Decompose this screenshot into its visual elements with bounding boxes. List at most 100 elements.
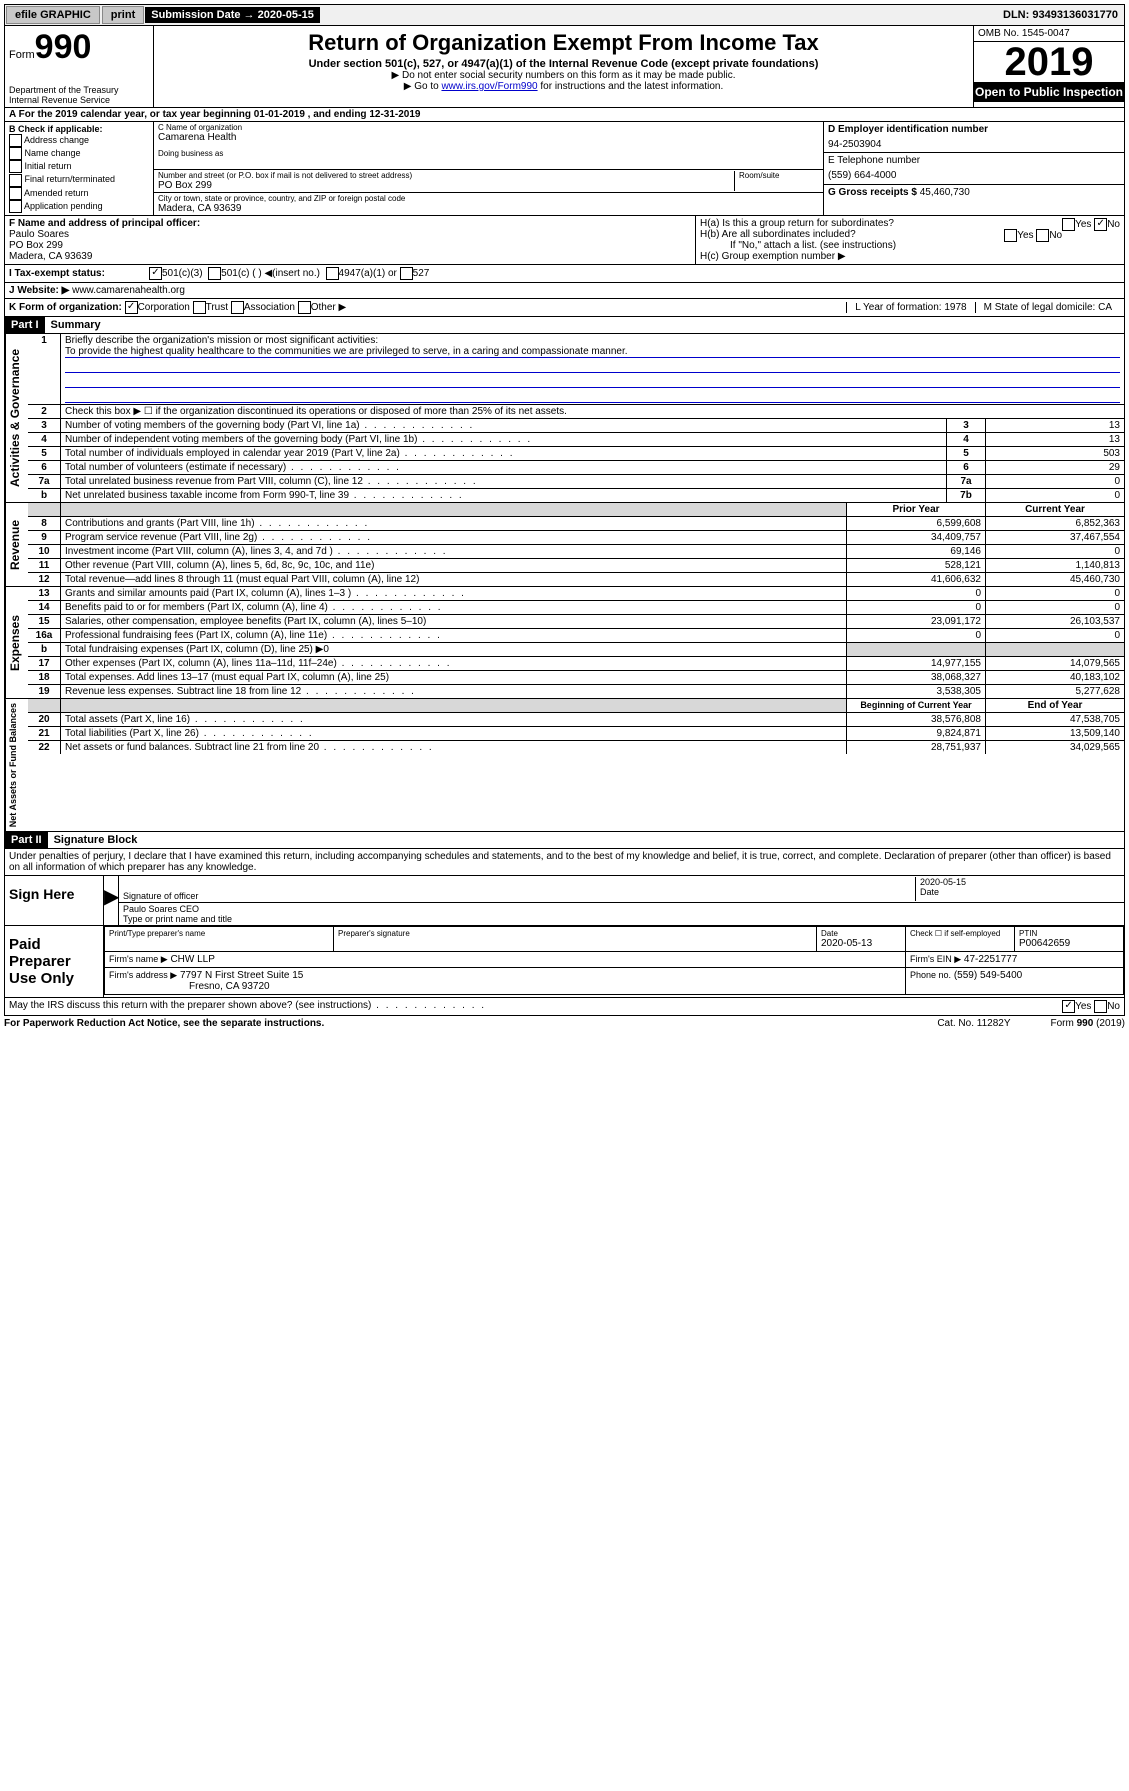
col-f-officer: F Name and address of principal officer:…: [5, 216, 695, 264]
mission-blank2: [65, 373, 1120, 388]
vert-net: Net Assets or Fund Balances: [5, 699, 28, 831]
chk-527[interactable]: [400, 267, 413, 280]
line13-text: Grants and similar amounts paid (Part IX…: [61, 587, 847, 601]
form-title: Return of Organization Exempt From Incom…: [160, 30, 967, 56]
row-j-website: J Website: ▶ www.camarenahealth.org: [4, 283, 1125, 299]
paperwork-text: For Paperwork Reduction Act Notice, see …: [4, 1018, 324, 1029]
line16a-text: Professional fundraising fees (Part IX, …: [61, 629, 847, 643]
section-net-assets: Net Assets or Fund Balances Beginning of…: [4, 699, 1125, 832]
mission-text: To provide the highest quality healthcar…: [65, 346, 1120, 358]
line13-prior: 0: [847, 587, 986, 601]
col-current: Current Year: [986, 503, 1125, 517]
efile-btn[interactable]: efile GRAPHIC: [6, 6, 100, 24]
opt-4947: 4947(a)(1) or: [339, 268, 397, 279]
line12-prior: 41,606,632: [847, 573, 986, 587]
prep-name-label: Print/Type preparer's name: [109, 929, 329, 938]
cat-no: Cat. No. 11282Y: [937, 1018, 1010, 1029]
firm-phone: (559) 549-5400: [954, 970, 1022, 981]
opt-other: Other ▶: [311, 302, 346, 313]
chk-pending[interactable]: Application pending: [9, 200, 149, 213]
row-a-tax-year: A For the 2019 calendar year, or tax yea…: [4, 108, 1125, 122]
i-label: I Tax-exempt status:: [9, 268, 149, 279]
col-end: End of Year: [986, 699, 1125, 713]
line12-curr: 45,460,730: [986, 573, 1125, 587]
type-name-label: Type or print name and title: [123, 914, 1120, 924]
officer-name: Paulo Soares: [9, 229, 691, 240]
row-klm: K Form of organization: ✓ Corporation Tr…: [4, 299, 1125, 317]
paid-preparer-block: Paid Preparer Use Only Print/Type prepar…: [4, 926, 1125, 998]
firm-name-label: Firm's name ▶: [109, 954, 168, 964]
line22-begin: 28,751,937: [847, 741, 986, 755]
firm-name: CHW LLP: [170, 954, 214, 965]
line20-text: Total assets (Part X, line 16): [61, 713, 847, 727]
line16b-curr: [986, 643, 1125, 657]
org-address: PO Box 299: [158, 180, 734, 191]
line19-prior: 3,538,305: [847, 685, 986, 699]
part2-header: Part II: [5, 832, 48, 848]
print-btn[interactable]: print: [102, 6, 144, 24]
subtitle-1: Under section 501(c), 527, or 4947(a)(1)…: [160, 58, 967, 70]
line17-curr: 14,079,565: [986, 657, 1125, 671]
form-990-footer: Form 990 (2019): [1051, 1018, 1125, 1029]
self-employed-chk[interactable]: Check ☐ if self-employed: [906, 927, 1015, 952]
chk-address[interactable]: Address change: [9, 134, 149, 147]
col-c-org: C Name of organization Camarena Health D…: [154, 122, 823, 215]
subtitle-3: ▶ Go to www.irs.gov/Form990 for instruct…: [160, 81, 967, 92]
chk-4947[interactable]: [326, 267, 339, 280]
line20-begin: 38,576,808: [847, 713, 986, 727]
col-de: D Employer identification number 94-2503…: [823, 122, 1124, 215]
sign-here-block: Sign Here ▶ Signature of officer 2020-05…: [4, 876, 1125, 926]
chk-assoc[interactable]: [231, 301, 244, 314]
chk-501c[interactable]: [208, 267, 221, 280]
chk-corp[interactable]: ✓: [125, 301, 138, 314]
line12-text: Total revenue—add lines 8 through 11 (mu…: [61, 573, 847, 587]
top-bar: efile GRAPHIC print Submission Date → 20…: [4, 4, 1125, 26]
sign-arrow-icon: ▶: [104, 876, 119, 925]
line6-val: 29: [986, 461, 1125, 475]
chk-501c3[interactable]: ✓: [149, 267, 162, 280]
opt-trust: Trust: [206, 302, 228, 313]
line4-text: Number of independent voting members of …: [61, 433, 947, 447]
f-label: F Name and address of principal officer:: [9, 218, 691, 229]
irs-link[interactable]: www.irs.gov/Form990: [441, 81, 537, 92]
chk-initial[interactable]: Initial return: [9, 160, 149, 173]
firm-ein-label: Firm's EIN ▶: [910, 954, 961, 964]
line9-prior: 34,409,757: [847, 531, 986, 545]
col-prior: Prior Year: [847, 503, 986, 517]
discuss-text: May the IRS discuss this return with the…: [9, 1000, 486, 1013]
perjury-text: Under penalties of perjury, I declare th…: [4, 849, 1125, 876]
line15-text: Salaries, other compensation, employee b…: [61, 615, 847, 629]
line11-text: Other revenue (Part VIII, column (A), li…: [61, 559, 847, 573]
submission-date: Submission Date → 2020-05-15: [145, 7, 320, 23]
q1-text: Briefly describe the organization's miss…: [65, 335, 1120, 346]
chk-amended[interactable]: Amended return: [9, 187, 149, 200]
block-bcde: B Check if applicable: Address change Na…: [4, 122, 1125, 216]
ptin-label: PTIN: [1019, 929, 1119, 938]
city-label: City or town, state or province, country…: [158, 194, 819, 203]
prep-sig-label: Preparer's signature: [338, 929, 812, 938]
h-b: H(b) Are all subordinates included? Yes …: [700, 229, 1120, 240]
line10-curr: 0: [986, 545, 1125, 559]
firm-ein: 47-2251777: [964, 954, 1017, 965]
final-footer: For Paperwork Reduction Act Notice, see …: [4, 1016, 1125, 1031]
firm-addr2: Fresno, CA 93720: [189, 981, 270, 992]
line3-val: 13: [986, 419, 1125, 433]
line18-text: Total expenses. Add lines 13–17 (must eq…: [61, 671, 847, 685]
chk-other[interactable]: [298, 301, 311, 314]
chk-final[interactable]: Final return/terminated: [9, 173, 149, 186]
chk-name[interactable]: Name change: [9, 147, 149, 160]
line11-curr: 1,140,813: [986, 559, 1125, 573]
mission-blank3: [65, 388, 1120, 403]
paid-preparer-label: Paid Preparer Use Only: [5, 926, 104, 997]
firm-addr1: 7797 N First Street Suite 15: [180, 970, 303, 981]
vert-governance: Activities & Governance: [5, 334, 28, 502]
line22-text: Net assets or fund balances. Subtract li…: [61, 741, 847, 755]
chk-trust[interactable]: [193, 301, 206, 314]
line7b-val: 0: [986, 489, 1125, 503]
line14-prior: 0: [847, 601, 986, 615]
addr-label: Number and street (or P.O. box if mail i…: [158, 171, 734, 180]
line17-text: Other expenses (Part IX, column (A), lin…: [61, 657, 847, 671]
discuss-yes-no[interactable]: ✓Yes No: [1062, 1000, 1120, 1013]
b-label: B Check if applicable:: [9, 124, 149, 134]
vert-revenue: Revenue: [5, 503, 28, 586]
